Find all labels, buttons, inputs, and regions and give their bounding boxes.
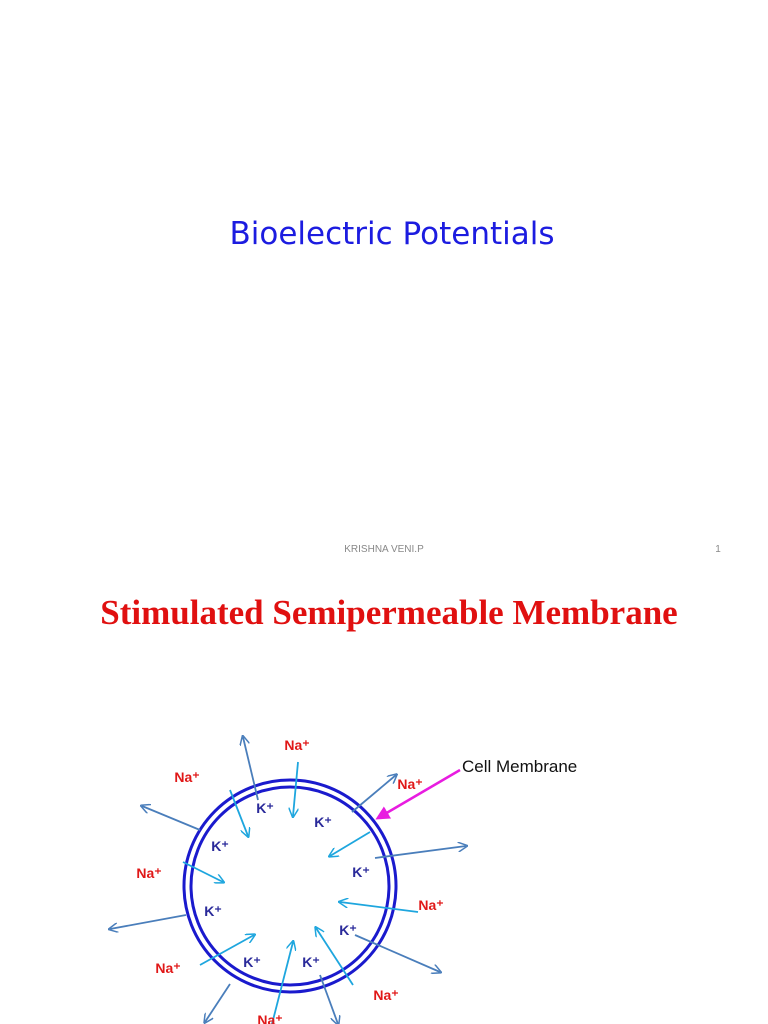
ion-arrow (330, 831, 371, 856)
ion-label: K⁺ (256, 800, 274, 816)
ion-arrow (199, 935, 254, 966)
membrane-label: Cell Membrane (462, 757, 577, 776)
page-number: 1 (715, 544, 721, 555)
ion-label: Na⁺ (257, 1012, 282, 1024)
ion-label: Na⁺ (155, 960, 180, 976)
membrane-inner (189, 785, 391, 987)
ion-label: K⁺ (302, 954, 320, 970)
ion-arrow (271, 942, 293, 1024)
ion-arrow (340, 902, 419, 913)
ion-arrow (205, 983, 231, 1022)
ion-arrow (142, 806, 201, 831)
ion-label: K⁺ (339, 922, 357, 938)
ion-arrow (293, 761, 299, 816)
ion-arrow (182, 861, 223, 882)
ion-arrow (229, 789, 248, 836)
ion-arrow (374, 846, 466, 859)
ion-arrow (351, 775, 396, 813)
ion-label: Na⁺ (136, 865, 161, 881)
ion-label: Na⁺ (284, 737, 309, 753)
membrane-outer (182, 778, 398, 994)
ion-label: K⁺ (243, 954, 261, 970)
pointer-arrow (375, 768, 461, 820)
footer: KRISHNA VENI.P (344, 544, 424, 555)
ion-arrow (243, 737, 259, 801)
ion-arrow (319, 974, 338, 1024)
ion-label: K⁺ (314, 814, 332, 830)
ion-label: Na⁺ (373, 987, 398, 1003)
ion-label: Na⁺ (418, 897, 443, 913)
slide-title: Stimulated Semipermeable Membrane (100, 593, 677, 632)
ion-arrow (316, 928, 354, 986)
slide-title: Bioelectric Potentials (229, 216, 554, 252)
ion-label: Na⁺ (174, 769, 199, 785)
ion-label: K⁺ (352, 864, 370, 880)
ion-arrow (354, 934, 440, 972)
ion-label: Na⁺ (397, 776, 422, 792)
ion-label: K⁺ (204, 903, 222, 919)
ion-label: K⁺ (211, 838, 229, 854)
arrows (110, 737, 466, 1024)
ion-arrow (110, 914, 187, 929)
ions: Na⁺ Na⁺ Na⁺ K⁺ K⁺ K⁺ K⁺ Na⁺ K⁺ Na⁺ K⁺ K⁺ K⁺ Na⁺ Na⁺ Na⁺ (136, 737, 443, 1024)
